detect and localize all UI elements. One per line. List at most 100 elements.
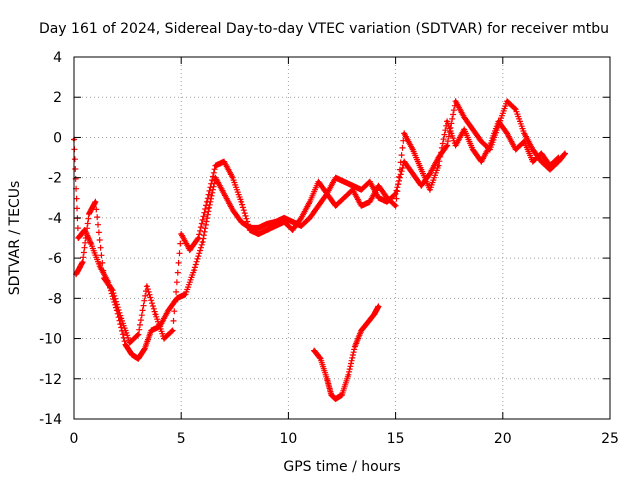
- data-point: [128, 340, 132, 345]
- data-point: [359, 328, 363, 333]
- y-tick-label: 4: [53, 50, 62, 66]
- data-point: [318, 357, 323, 361]
- data-point: [98, 264, 102, 268]
- data-point: [351, 184, 355, 188]
- data-point: [539, 159, 543, 164]
- data-point: [282, 220, 286, 224]
- data-point: [308, 216, 312, 220]
- data-point: [222, 192, 226, 196]
- data-point: [74, 272, 78, 276]
- data-point: [346, 373, 351, 377]
- x-tick-label: 5: [177, 431, 186, 447]
- data-point: [376, 196, 381, 200]
- data-point: [428, 172, 432, 176]
- data-point: [308, 200, 312, 204]
- data-point: [471, 127, 475, 131]
- data-point: [353, 345, 357, 349]
- data-point: [175, 296, 179, 300]
- data-point: [333, 204, 338, 208]
- data-point: [76, 236, 80, 240]
- y-tick-labels: -14 -12 -10 -8 -6 -4 -2 0 2 4: [39, 50, 62, 428]
- data-point: [548, 164, 552, 168]
- data-point: [539, 151, 543, 156]
- data-point: [299, 216, 303, 220]
- data-point: [89, 242, 93, 246]
- x-tick-label: 25: [601, 431, 619, 447]
- data-point: [556, 155, 561, 160]
- data-point: [192, 268, 196, 272]
- data-point: [123, 342, 128, 347]
- data-point: [183, 292, 188, 296]
- y-tick-label: 2: [53, 90, 62, 106]
- data-point: [171, 328, 175, 333]
- data-point: [143, 347, 147, 351]
- data-point: [488, 143, 492, 148]
- data-point: [162, 336, 166, 341]
- data-point: [471, 147, 475, 152]
- data-point: [248, 228, 252, 232]
- data-point: [428, 188, 432, 192]
- y-tick-label: 0: [53, 130, 62, 146]
- data-point: [368, 200, 372, 204]
- data-point: [376, 304, 381, 308]
- data-point: [394, 204, 398, 208]
- data-points: [71, 98, 568, 402]
- y-tick-label: -14: [39, 412, 62, 428]
- data-point: [256, 232, 260, 236]
- data-point: [514, 147, 518, 152]
- data-point: [479, 159, 483, 164]
- data-point: [80, 260, 85, 264]
- data-point: [522, 139, 526, 144]
- data-point: [119, 316, 123, 321]
- data-point: [445, 119, 449, 123]
- data-point: [419, 168, 423, 172]
- y-tick-label: -8: [48, 291, 62, 307]
- x-tick-label: 10: [279, 431, 297, 447]
- data-point: [87, 212, 91, 216]
- data-point: [239, 200, 243, 204]
- data-point: [376, 184, 381, 188]
- data-point: [153, 312, 158, 317]
- data-point: [333, 176, 338, 180]
- data-point: [201, 240, 205, 244]
- x-tick-labels: 0 5 10 15 20 25: [70, 431, 619, 447]
- data-point: [130, 353, 134, 357]
- data-point: [342, 180, 346, 184]
- data-point: [231, 208, 235, 212]
- data-point: [325, 377, 329, 381]
- data-point: [445, 143, 449, 148]
- series-track-b: [73, 118, 562, 346]
- data-point: [265, 228, 269, 232]
- series-track-c: [311, 303, 382, 402]
- data-point: [514, 107, 518, 111]
- y-tick-label: -12: [39, 372, 62, 388]
- data-point: [166, 308, 170, 312]
- y-tick-label: -4: [48, 211, 62, 227]
- data-point: [531, 147, 535, 152]
- data-point: [213, 164, 218, 168]
- data-point: [110, 288, 115, 292]
- data-point: [454, 99, 458, 103]
- y-tick-label: -10: [39, 332, 62, 348]
- data-point: [351, 188, 355, 192]
- data-point: [265, 222, 269, 226]
- x-tick-label: 15: [387, 431, 405, 447]
- data-point: [291, 220, 295, 224]
- data-point: [205, 200, 209, 204]
- grid-lines: [74, 57, 610, 419]
- data-point: [402, 131, 406, 136]
- data-point: [496, 119, 501, 123]
- data-point: [149, 328, 153, 333]
- data-point: [419, 184, 423, 188]
- data-point: [325, 192, 329, 196]
- data-point: [462, 115, 466, 119]
- data-point: [454, 143, 458, 148]
- data-point: [479, 139, 483, 144]
- data-point: [312, 349, 316, 353]
- data-point: [436, 164, 441, 168]
- data-point: [394, 192, 398, 196]
- data-point: [102, 276, 106, 280]
- data-point: [145, 284, 149, 288]
- data-point: [256, 226, 260, 230]
- plot-frame: [73, 56, 611, 420]
